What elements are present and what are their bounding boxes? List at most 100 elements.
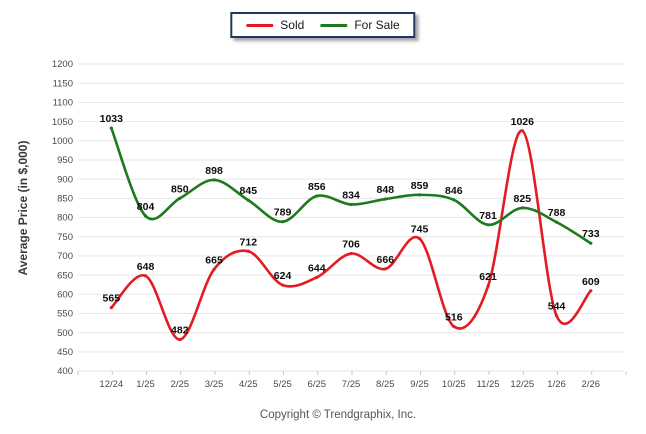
x-tick-label: 7/25 (342, 379, 361, 390)
for-sale-line-point (349, 202, 353, 207)
x-tick-label: 10/25 (442, 379, 466, 390)
x-tick-label: 5/25 (273, 379, 292, 390)
y-tick-label: 750 (57, 232, 73, 243)
for-sale-line-point (589, 241, 593, 245)
data-label: 733 (582, 228, 600, 240)
data-label: 850 (171, 183, 189, 195)
legend-label-for-sale: For Sale (354, 18, 400, 32)
for-sale-line-point (486, 223, 490, 227)
data-label: 745 (411, 224, 429, 236)
data-label: 1033 (100, 113, 124, 125)
data-label: 789 (274, 207, 292, 219)
sold-line-point (178, 337, 182, 342)
x-tick-label: 3/25 (205, 379, 224, 390)
y-tick-label: 1200 (52, 59, 73, 70)
for-sale-line-point (520, 206, 524, 210)
y-tick-label: 450 (57, 347, 73, 358)
data-label: 644 (308, 262, 326, 274)
x-tick-label: 2/25 (171, 379, 190, 390)
x-tick-label: 12/24 (99, 379, 123, 390)
y-tick-label: 850 (57, 194, 73, 205)
data-label: 706 (342, 239, 360, 251)
sold-line-swatch (246, 23, 274, 27)
data-label: 544 (548, 301, 566, 313)
y-tick-label: 950 (57, 155, 73, 166)
chart-legend: Sold For Sale (230, 12, 416, 38)
for-sale-line-point (280, 220, 285, 224)
x-tick-label: 2/26 (582, 379, 601, 390)
y-tick-label: 700 (57, 251, 73, 262)
data-label: 845 (240, 185, 258, 197)
data-label: 898 (205, 165, 223, 177)
data-label: 648 (137, 261, 155, 273)
data-label: 609 (582, 276, 600, 288)
data-label: 804 (137, 201, 155, 213)
data-label: 624 (274, 270, 292, 282)
x-tick-label: 1/25 (136, 379, 155, 390)
y-tick-label: 400 (57, 366, 73, 377)
y-tick-label: 1000 (52, 136, 73, 147)
data-label: 834 (342, 189, 360, 201)
sold-line-point (417, 237, 422, 241)
sold-line-point (554, 314, 559, 318)
for-sale-line-swatch (320, 23, 348, 27)
for-sale-line-point (212, 178, 216, 182)
sold-line-point (383, 267, 387, 271)
sold-line-point (246, 249, 250, 253)
for-sale-line-point (554, 220, 559, 224)
y-tick-label: 900 (57, 174, 73, 185)
copyright-text: Copyright © Trendgraphix, Inc. (259, 409, 417, 421)
data-label: 665 (205, 254, 223, 266)
data-label: 859 (411, 180, 429, 192)
for-sale-line-point (383, 197, 387, 201)
data-label: 788 (548, 207, 566, 219)
data-label: 621 (479, 271, 497, 283)
data-label: 846 (445, 185, 463, 197)
for-sale-line-point (315, 194, 319, 198)
y-tick-label: 550 (57, 309, 73, 320)
x-tick-label: 6/25 (308, 379, 327, 390)
data-label: 666 (377, 254, 395, 266)
x-tick-label: 12/25 (510, 379, 534, 390)
y-tick-label: 1100 (53, 98, 73, 109)
data-label: 825 (514, 193, 532, 205)
y-tick-label: 800 (57, 213, 73, 224)
for-sale-line-point (178, 196, 182, 200)
x-tick-label: 4/25 (239, 379, 258, 390)
legend-label-sold: Sold (280, 18, 305, 32)
y-axis-title: Average Price (in $,000) (16, 140, 30, 276)
data-label: 848 (377, 184, 395, 196)
data-label: 482 (171, 325, 189, 337)
y-tick-label: 1150 (53, 78, 73, 89)
x-tick-label: 9/25 (410, 379, 429, 390)
sold-line-point (486, 284, 490, 288)
for-sale-line-point (109, 126, 113, 130)
legend-item-sold: Sold (246, 18, 304, 32)
sold-line-point (520, 129, 524, 133)
sold-line-point (315, 275, 319, 279)
for-sale-line-point (452, 198, 456, 202)
sold-line (110, 129, 593, 341)
x-tick-label: 8/25 (376, 379, 395, 390)
x-tick-label: 11/25 (477, 379, 500, 390)
for-sale-line-point (246, 198, 250, 202)
sold-line-point (589, 289, 593, 293)
legend-item-for-sale: For Sale (320, 18, 400, 32)
data-label: 516 (445, 311, 463, 323)
data-label: 856 (308, 181, 326, 193)
data-label: 781 (479, 210, 497, 222)
y-tick-label: 650 (57, 270, 73, 281)
sold-line-point (109, 306, 113, 310)
sold-line-point (212, 267, 216, 271)
y-tick-label: 500 (57, 328, 73, 339)
sold-line-point (280, 283, 285, 287)
y-tick-label: 600 (57, 289, 73, 300)
for-sale-line-point (417, 193, 422, 197)
data-label: 1026 (511, 116, 535, 128)
for-sale-line-point (143, 214, 148, 218)
sold-line-point (143, 274, 148, 278)
x-tick-label: 1/26 (547, 379, 566, 390)
sold-line-point (452, 324, 456, 329)
